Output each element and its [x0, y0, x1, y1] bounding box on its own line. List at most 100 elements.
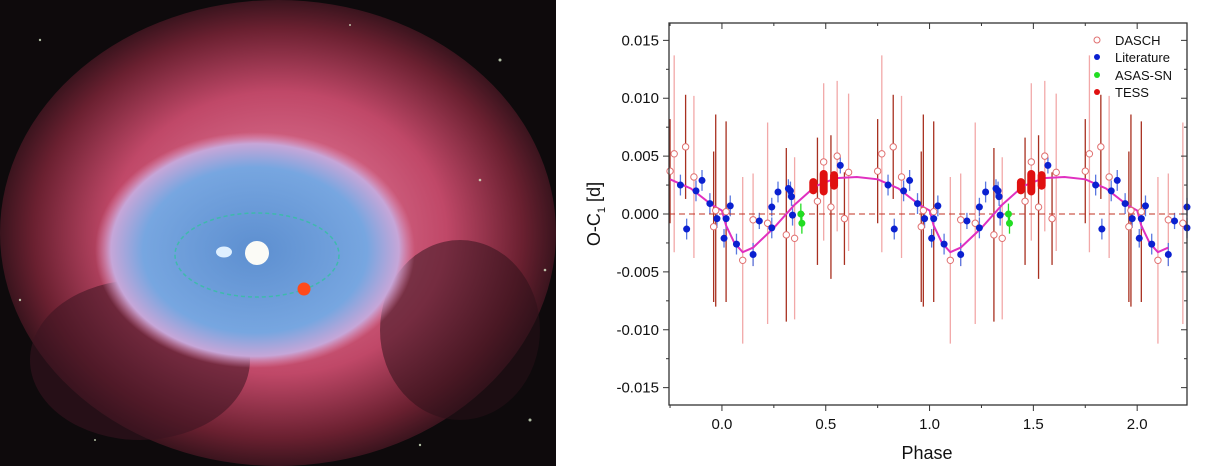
legend-literature-label: Literature — [1115, 50, 1170, 65]
literature-point — [994, 187, 1002, 195]
tess-point — [1037, 171, 1046, 190]
dasch-point — [1041, 152, 1049, 160]
literature-point — [683, 225, 691, 233]
asassn-point — [1004, 210, 1012, 218]
literature-point — [1098, 225, 1106, 233]
dasch-point — [873, 167, 882, 175]
dasch-point — [930, 207, 938, 216]
model-curve — [669, 175, 1169, 254]
y-tick-label: 0.010 — [621, 90, 659, 107]
literature-point — [768, 224, 776, 232]
x-tick-label: 1.5 — [1023, 416, 1044, 433]
dasch-point — [1034, 203, 1043, 211]
literature-point — [884, 181, 892, 189]
nebula-image — [0, 0, 556, 466]
tess-point — [1016, 178, 1025, 195]
literature-point — [722, 215, 730, 223]
error-bars — [669, 55, 1188, 344]
y-axis-title: O-C1 [d] — [584, 182, 608, 246]
literature-point — [957, 251, 965, 259]
literature-point — [1164, 251, 1172, 259]
literature-point — [921, 215, 929, 223]
dasch-point — [1097, 143, 1105, 151]
dasch-point — [827, 203, 835, 211]
literature-point — [726, 202, 734, 210]
tess-point — [809, 178, 818, 195]
tess-point — [1027, 170, 1036, 196]
x-tick-label: 0.5 — [815, 416, 836, 433]
literature-point — [786, 187, 794, 195]
dasch-point — [1048, 214, 1056, 223]
literature-point — [720, 234, 728, 242]
literature-point — [1128, 215, 1136, 223]
axis-ticks: -0.015 -0.010 -0.005 0.000 0.005 0.010 0.015 0.… — [616, 23, 1187, 433]
literature-point — [692, 187, 700, 195]
y-tick-label: -0.010 — [616, 322, 659, 339]
literature-point — [963, 217, 971, 225]
literature-point — [1135, 234, 1143, 242]
dasch-point — [1125, 223, 1133, 231]
dasch-point — [956, 216, 965, 224]
literature-point — [906, 176, 914, 184]
dasch-point — [739, 256, 747, 265]
dasch-point — [833, 152, 841, 160]
literature-point — [1171, 217, 1179, 225]
literature-point — [928, 234, 936, 242]
literature-point — [1044, 161, 1052, 169]
companion-star — [216, 246, 232, 258]
literature-point — [1107, 187, 1115, 195]
dasch-point — [840, 214, 849, 223]
dasch-point — [790, 234, 799, 243]
literature-point — [768, 203, 776, 211]
dasch-point — [946, 256, 955, 265]
literature-point — [934, 202, 942, 210]
literature-point — [1148, 240, 1156, 248]
y-tick-label: 0.000 — [621, 206, 659, 223]
dasch-point — [917, 223, 925, 231]
legend-dasch-label: DASCH — [1115, 33, 1161, 48]
literature-point — [787, 193, 795, 201]
legend-literature-marker — [1094, 54, 1100, 60]
dasch-point — [1137, 207, 1146, 216]
literature-point — [930, 215, 938, 223]
dasch-point — [1052, 168, 1060, 177]
legend-dasch-marker — [1093, 36, 1101, 44]
central-star — [245, 241, 269, 265]
asassn-point — [798, 219, 806, 227]
dasch-point — [919, 206, 928, 215]
data-points — [666, 143, 1191, 265]
dasch-point — [712, 206, 720, 215]
literature-point — [1113, 176, 1121, 184]
legend-tess-label: TESS — [1115, 85, 1149, 100]
dasch-point — [690, 173, 698, 181]
y-tick-label: 0.015 — [621, 32, 659, 49]
literature-point — [996, 211, 1004, 219]
background-stars — [18, 24, 547, 447]
dasch-point — [1085, 150, 1094, 158]
literature-point — [713, 215, 721, 223]
literature-point — [732, 240, 740, 248]
dasch-point — [813, 197, 822, 205]
literature-point — [975, 224, 983, 232]
dasch-point — [1081, 167, 1089, 175]
dasch-point — [998, 234, 1006, 243]
legend-tess-marker — [1094, 89, 1100, 95]
literature-point — [975, 203, 983, 211]
tess-point — [830, 171, 839, 190]
orbit-ellipse — [174, 212, 340, 298]
literature-point — [755, 217, 763, 225]
oc-phase-chart: -0.015 -0.010 -0.005 0.000 0.005 0.010 0.015 0.… — [584, 22, 1191, 463]
dasch-point — [666, 167, 674, 175]
dasch-point — [709, 223, 718, 231]
asassn-point — [1005, 219, 1013, 227]
x-tick-label: 0.0 — [712, 416, 733, 433]
literature-point — [836, 161, 844, 169]
literature-point — [982, 188, 990, 196]
asassn-point — [797, 210, 805, 218]
literature-point — [1121, 200, 1129, 208]
dasch-point — [1105, 173, 1113, 181]
legend-asassn-marker — [1094, 72, 1100, 78]
dasch-point — [897, 173, 906, 181]
literature-point — [914, 200, 922, 208]
literature-point — [774, 188, 782, 196]
